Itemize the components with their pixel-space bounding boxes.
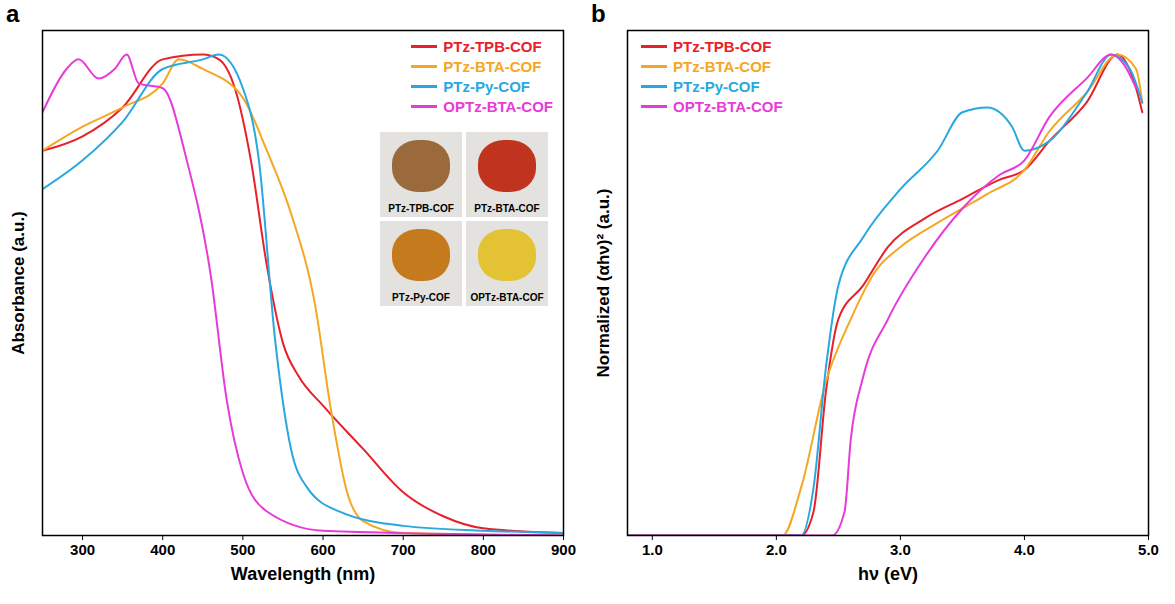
html-text:PTz-TPB-COF: PTz-TPB-COF: [673, 37, 772, 55]
svg-text:700: 700: [391, 541, 416, 558]
svg-text:600: 600: [311, 541, 336, 558]
html-text:PTz-BTA-COF: PTz-BTA-COF: [443, 57, 542, 75]
svg-text:300: 300: [70, 541, 95, 558]
svg-text:900: 900: [551, 541, 576, 558]
svg-text:400: 400: [150, 541, 175, 558]
html-text:OPTz-BTA-COF: OPTz-BTA-COF: [443, 97, 553, 115]
html-text:Absorbance (a.u.): Absorbance (a.u.): [9, 210, 28, 355]
html-text:PTz-BTA-COF: PTz-BTA-COF: [474, 203, 540, 214]
svg-text:3.0: 3.0: [890, 541, 911, 558]
html-text:PTz-BTA-COF: PTz-BTA-COF: [673, 57, 771, 75]
svg-text:800: 800: [471, 541, 496, 558]
html-text:OPTz-BTA-COF: OPTz-BTA-COF: [470, 292, 544, 303]
html-text:PTz-Py-COF: PTz-Py-COF: [443, 77, 530, 95]
html-text:Normalized (αhν)² (a.u.): Normalized (αhν)² (a.u.): [594, 188, 613, 377]
svg-text:hν (eV): hν (eV): [858, 564, 918, 584]
svg-text:500: 500: [230, 541, 255, 558]
html-text:PTz-Py-COF: PTz-Py-COF: [392, 292, 450, 303]
svg-text:Wavelength (nm): Wavelength (nm): [231, 564, 375, 584]
svg-text:2.0: 2.0: [766, 541, 787, 558]
html-text:PTz-TPB-COF: PTz-TPB-COF: [443, 37, 542, 55]
svg-text:4.0: 4.0: [1014, 541, 1035, 558]
html-text:PTz-TPB-COF: PTz-TPB-COF: [388, 203, 454, 214]
svg-text:1.0: 1.0: [642, 541, 663, 558]
html-text:PTz-Py-COF: PTz-Py-COF: [673, 77, 760, 95]
svg-text:5.0: 5.0: [1138, 541, 1159, 558]
html-text:a: a: [6, 0, 20, 27]
html-text:OPTz-BTA-COF: OPTz-BTA-COF: [673, 97, 783, 115]
html-text:b: b: [591, 0, 606, 27]
